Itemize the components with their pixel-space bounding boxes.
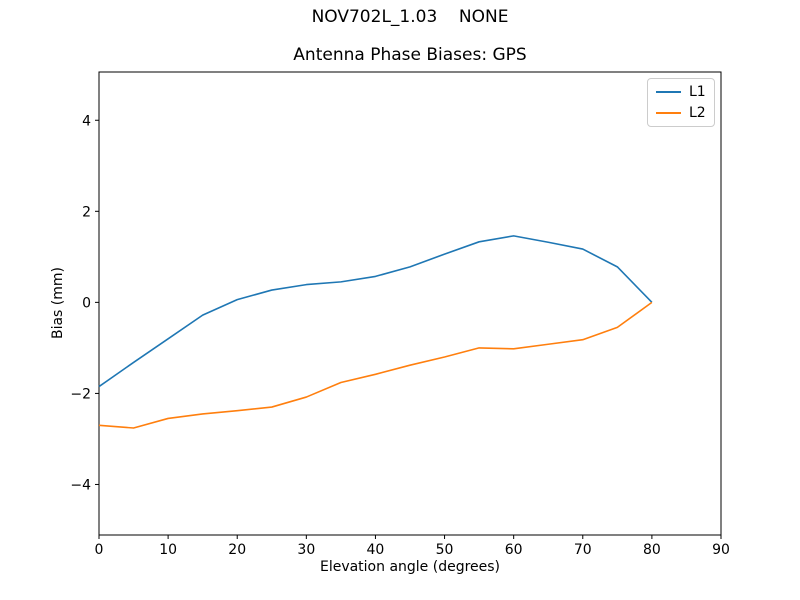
x-tick-label: 80 xyxy=(643,542,661,558)
legend-label-l2: L2 xyxy=(689,105,706,121)
legend-entry-l2: L2 xyxy=(656,106,706,120)
legend: L1 L2 xyxy=(647,78,715,127)
series-line-L2 xyxy=(98,301,653,429)
axes-title: Antenna Phase Biases: GPS xyxy=(293,45,527,65)
x-tick-label: 90 xyxy=(712,542,730,558)
figure-suptitle: NOV702L_1.03 NONE xyxy=(311,7,509,27)
x-tick-label: 0 xyxy=(95,542,104,558)
y-axis-label: Bias (mm) xyxy=(50,266,66,340)
l2-line-swatch xyxy=(656,112,681,114)
x-axis-label: Elevation angle (degrees) xyxy=(319,559,501,575)
plot-frame xyxy=(98,71,722,536)
l1-line-swatch xyxy=(656,91,681,93)
y-tick-label: 0 xyxy=(82,295,91,311)
y-tick-label: 4 xyxy=(82,113,91,129)
legend-label-l1: L1 xyxy=(689,84,706,100)
legend-entry-l1: L1 xyxy=(656,85,706,99)
x-tick-label: 40 xyxy=(367,542,385,558)
series-line-L1 xyxy=(98,235,653,388)
x-tick-label: 50 xyxy=(436,542,454,558)
y-tick-label: −4 xyxy=(70,477,91,493)
x-tick-label: 60 xyxy=(505,542,523,558)
y-tick-label: −2 xyxy=(70,386,91,402)
x-tick-label: 20 xyxy=(228,542,246,558)
x-tick-label: 10 xyxy=(159,542,177,558)
x-tick-label: 70 xyxy=(574,542,592,558)
y-tick-label: 2 xyxy=(82,204,91,220)
x-tick-label: 30 xyxy=(297,542,315,558)
